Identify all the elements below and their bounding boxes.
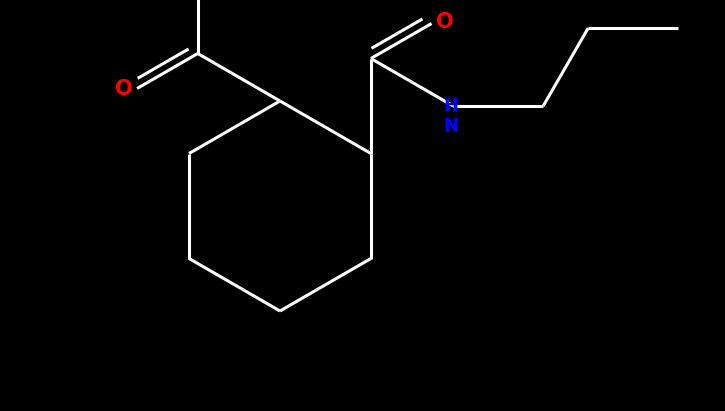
Text: O: O [436,12,453,32]
Text: O: O [115,79,133,99]
Text: H
N: H N [444,97,459,135]
